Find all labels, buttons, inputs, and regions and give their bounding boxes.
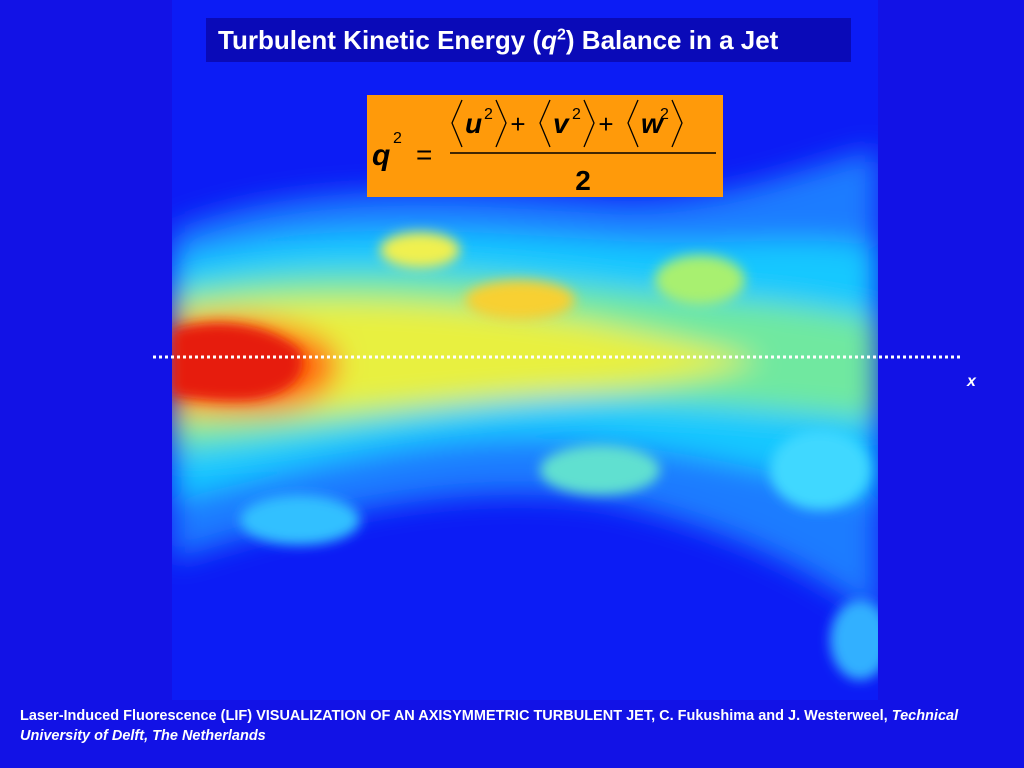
equation-symbol: q: [372, 139, 390, 172]
term-symbol: u: [465, 108, 482, 139]
title-symbol: q: [541, 25, 557, 55]
title-text: ) Balance in a Jet: [565, 25, 779, 55]
title-text: Turbulent Kinetic Energy (: [218, 25, 542, 55]
term-power: 2: [572, 106, 581, 123]
angle-bracket: [495, 99, 507, 148]
term-symbol: w: [641, 108, 665, 139]
equation-denominator: 2: [575, 165, 591, 196]
term-power: 2: [660, 106, 669, 123]
title-power: 2: [557, 26, 566, 44]
caption: Laser-Induced Fluorescence (LIF) VISUALI…: [20, 706, 1000, 746]
term-power: 2: [484, 106, 493, 123]
equation: q 2 = u 2 + v 2 + w2 2: [367, 95, 723, 197]
angle-bracket: [671, 99, 683, 148]
angle-bracket: [451, 99, 463, 148]
term-symbol: v: [553, 108, 570, 139]
equation-operator: +: [598, 109, 613, 139]
caption-text: Laser-Induced Fluorescence (LIF) VISUALI…: [20, 708, 892, 724]
angle-bracket: [627, 99, 639, 148]
caption-source: Technical University of Delft, The Nethe…: [20, 708, 959, 744]
axis-label: x: [966, 373, 977, 390]
angle-bracket: [539, 99, 551, 148]
equation-operator: =: [416, 139, 432, 170]
angle-bracket: [583, 99, 595, 148]
equation-power: 2: [393, 130, 402, 147]
equation-operator: +: [510, 109, 525, 139]
slide-title: Turbulent Kinetic Energy (q2) Balance in…: [206, 18, 851, 62]
